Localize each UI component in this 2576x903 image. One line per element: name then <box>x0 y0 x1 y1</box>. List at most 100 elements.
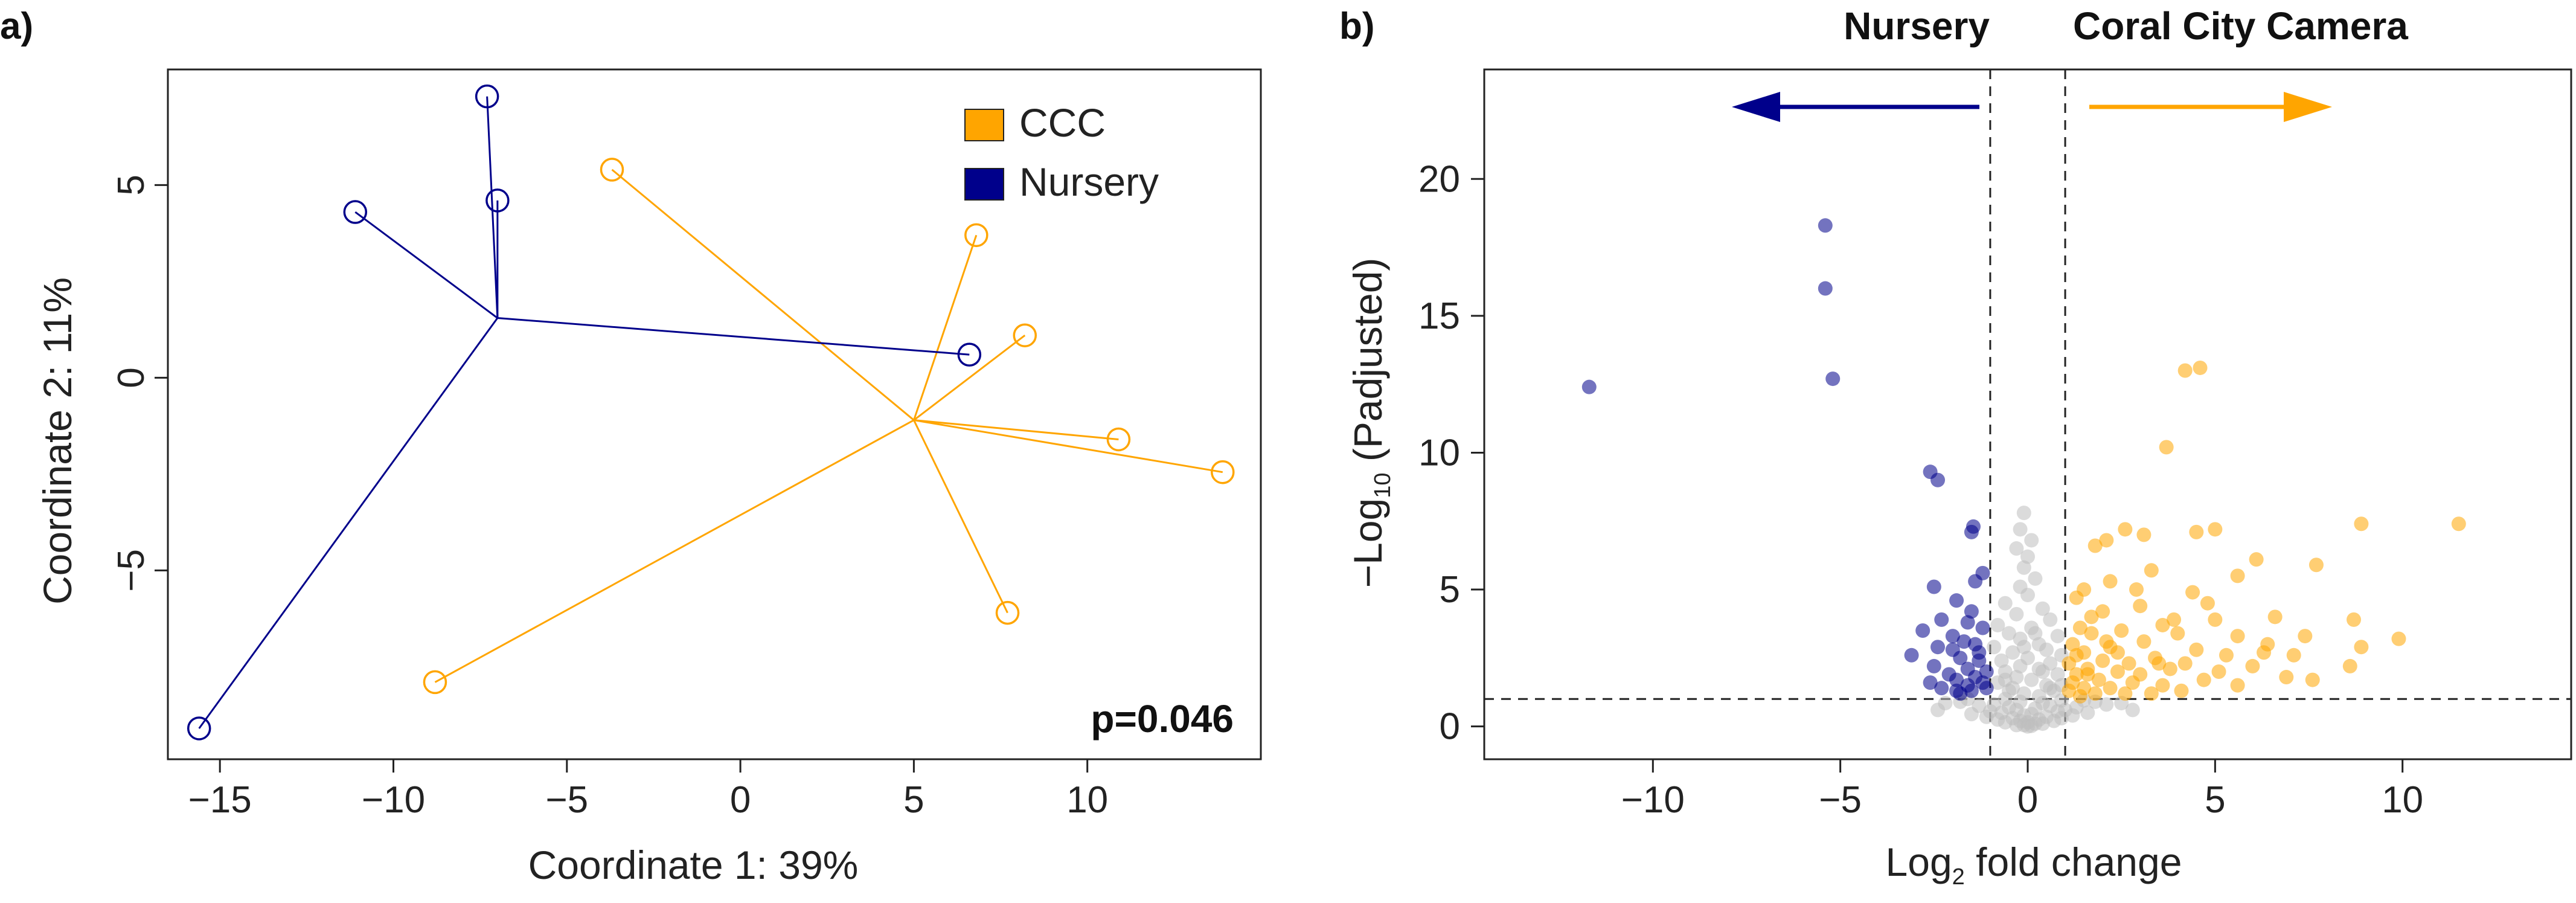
legend-label-ccc: CCC <box>1019 100 1106 145</box>
x-tick-label: −5 <box>545 779 588 821</box>
ns-gene-point <box>2028 626 2043 641</box>
spider-line <box>354 211 498 319</box>
nursery-gene-point <box>1581 379 1597 394</box>
ccc-gene-point <box>2144 686 2159 701</box>
nursery-gene-point <box>1923 675 1938 690</box>
ccc-gene-point <box>2099 533 2114 548</box>
y-tick-label: 10 <box>1418 432 1460 474</box>
nursery-gene-point <box>1904 648 1919 663</box>
pcoa-point <box>1211 460 1235 484</box>
nursery-gene-point <box>1972 645 1987 660</box>
ns-gene-point <box>2024 533 2039 548</box>
ccc-gene-point <box>2099 634 2114 649</box>
spider-line <box>198 317 499 729</box>
ccc-gene-point <box>2084 626 2099 641</box>
ccc-gene-point <box>2091 672 2106 687</box>
ccc-gene-point <box>2174 683 2189 698</box>
ccc-gene-point <box>2103 574 2118 589</box>
panel-a-y-axis: −5 0 5 <box>111 175 168 592</box>
ccc-gene-point <box>2200 596 2215 611</box>
ccc-gene-point <box>2114 623 2129 638</box>
ccc-gene-point <box>2072 689 2087 704</box>
ccc-gene-point <box>2347 612 2361 627</box>
spider-line <box>913 419 1008 614</box>
nursery-gene-point <box>1949 683 1964 698</box>
ns-gene-point <box>2013 658 2028 673</box>
spider-line <box>434 419 915 683</box>
nursery-gene-point <box>1964 683 1979 698</box>
ccc-gene-point <box>2080 667 2095 682</box>
pcoa-point <box>1106 427 1131 452</box>
y-tick-label: 15 <box>1418 295 1460 337</box>
y-tick-label: 20 <box>1418 158 1460 200</box>
ccc-gene-point <box>2177 363 2193 378</box>
ccc-gene-point <box>2196 672 2211 687</box>
ccc-gene-point <box>2249 552 2264 567</box>
nursery-gene-point <box>1979 664 1994 679</box>
ccc-gene-point <box>2230 678 2245 693</box>
x-tick-label: 5 <box>2205 779 2225 821</box>
y-tick-label: 0 <box>111 367 152 388</box>
ccc-gene-point <box>2069 590 2084 605</box>
x-tick-label: 10 <box>2382 779 2423 821</box>
pcoa-point <box>187 716 211 741</box>
ns-gene-point <box>2035 716 2050 731</box>
ccc-gene-point <box>2162 661 2177 676</box>
ccc-gene-point <box>2087 686 2103 701</box>
nursery-gene-point <box>1926 579 1941 594</box>
ccc-gene-point <box>2069 648 2084 663</box>
panel-b-axes: −10 −5 0 5 10 0 5 10 15 20 <box>1418 158 2423 821</box>
ccc-gene-point <box>2121 656 2136 671</box>
legend-swatch-nursery <box>964 168 1004 201</box>
nursery-gene-point <box>1930 472 1946 487</box>
ccc-gene-point <box>2219 648 2234 663</box>
spider-line <box>611 169 915 421</box>
ccc-gene-point <box>2072 620 2087 635</box>
x-tick-label: 0 <box>2017 779 2038 821</box>
ccc-gene-point <box>2151 656 2167 671</box>
ns-gene-point <box>2001 683 2016 698</box>
x-tick-label: −10 <box>362 779 425 821</box>
ccc-gene-point <box>2189 524 2204 539</box>
spider-line <box>912 234 978 421</box>
pcoa-point <box>423 670 447 695</box>
ns-gene-point <box>2009 670 2024 685</box>
ns-gene-point <box>1998 715 2013 730</box>
ns-gene-point <box>2039 642 2054 657</box>
ccc-gene-point <box>2308 558 2324 573</box>
nursery-gene-point <box>1960 615 1975 630</box>
ns-gene-point <box>2035 601 2050 616</box>
ccc-gene-point <box>2144 563 2159 578</box>
ns-gene-point <box>1998 672 2013 687</box>
pcoa-point <box>1013 323 1037 347</box>
ns-gene-point <box>1987 640 2002 655</box>
ns-gene-point <box>1994 653 2009 668</box>
ccc-gene-point <box>2110 645 2125 660</box>
ns-gene-point <box>2046 713 2062 728</box>
ccc-gene-point <box>2208 522 2223 537</box>
x-tick-label: −10 <box>1621 779 1685 821</box>
panel-b-label: b) <box>1339 5 1375 47</box>
ns-gene-point <box>2035 664 2050 679</box>
ccc-gene-point <box>2125 675 2140 690</box>
y-tick-label: 5 <box>1440 569 1460 611</box>
nursery-gene-point <box>1825 371 1841 387</box>
nursery-gene-point <box>1934 612 1949 627</box>
ccc-gene-point <box>2193 360 2208 375</box>
ccc-gene-point <box>2189 642 2204 657</box>
ns-gene-point <box>2125 702 2140 718</box>
ccc-gene-point <box>2118 522 2133 537</box>
nursery-gene-point <box>1945 629 1960 644</box>
panel-a-x-axis: −15 −10 −5 0 5 10 <box>188 759 1108 821</box>
pcoa-point <box>485 188 510 213</box>
panel-a-points <box>187 84 1235 741</box>
ns-gene-point <box>2005 645 2020 660</box>
ccc-gene-point <box>2103 681 2118 696</box>
ccc-gene-point <box>2286 648 2301 663</box>
x-tick-label: −5 <box>1819 779 1862 821</box>
ccc-gene-point <box>2133 599 2148 614</box>
panel-b-x-axis-label: Log2 fold change <box>1886 840 2182 890</box>
ccc-gene-point <box>2230 568 2245 583</box>
ns-gene-point <box>2058 702 2073 718</box>
ns-gene-point <box>2016 640 2031 655</box>
